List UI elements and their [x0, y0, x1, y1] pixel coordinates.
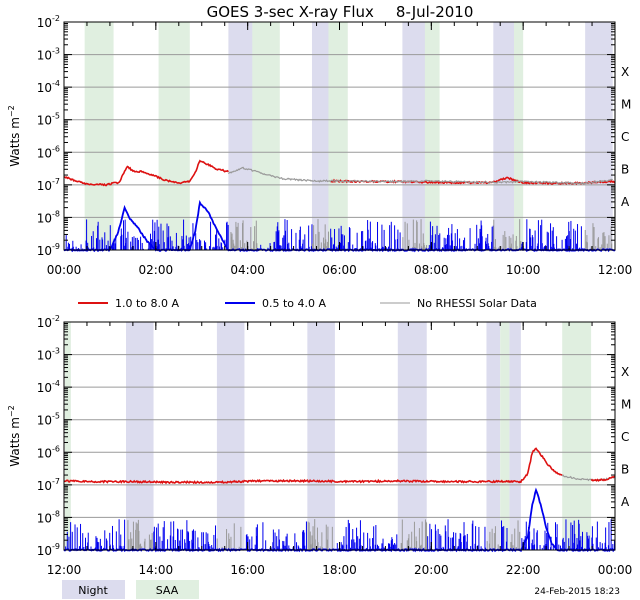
- x-tick-label: 18:00: [322, 563, 357, 577]
- long-channel-line: [590, 475, 615, 482]
- flare-class-label: M: [621, 397, 631, 411]
- y-tick-label: 10-6: [37, 444, 60, 460]
- night-band: [307, 322, 335, 550]
- legend: 1.0 to 8.0 A 0.5 to 4.0 A No RHESSI Sola…: [78, 297, 537, 310]
- y-tick-label: 10-3: [37, 347, 60, 363]
- night-band: [397, 322, 427, 550]
- y-tick-label: 10-7: [37, 177, 60, 193]
- y-tick-label: 10-8: [37, 509, 60, 525]
- legend-short-label: 0.5 to 4.0 A: [262, 297, 327, 310]
- saa-swatch: [136, 580, 199, 599]
- saa-band: [562, 322, 592, 550]
- flare-class-label: A: [621, 195, 630, 209]
- x-tick-label: 08:00: [414, 263, 449, 277]
- saa-band: [158, 22, 190, 250]
- saa-band: [424, 22, 440, 250]
- saa-band: [252, 22, 280, 250]
- y-tick-label: 10-5: [37, 412, 60, 428]
- flare-class-label: B: [621, 163, 629, 177]
- saa-label: SAA: [156, 584, 179, 597]
- y-tick-label: 10-3: [37, 47, 60, 63]
- x-tick-label: 10:00: [506, 263, 541, 277]
- y-tick-label: 10-5: [37, 112, 60, 128]
- saa-band: [500, 322, 510, 550]
- night-label: Night: [78, 584, 108, 597]
- night-swatch: [62, 580, 125, 599]
- flare-class-label: C: [621, 430, 629, 444]
- night-band: [486, 322, 501, 550]
- y-axis-title: Watts m−2: [7, 105, 22, 166]
- y-tick-label: 10-2: [37, 14, 60, 30]
- flare-class-label: X: [621, 65, 629, 79]
- night-band: [585, 22, 613, 250]
- saa-band: [328, 22, 348, 250]
- x-tick-label: 00:00: [47, 263, 82, 277]
- flare-class-label: A: [621, 495, 630, 509]
- x-tick-label: 20:00: [414, 563, 449, 577]
- legend-long-label: 1.0 to 8.0 A: [115, 297, 180, 310]
- creation-timestamp: 24-Feb-2015 18:23: [534, 587, 620, 597]
- night-band: [311, 22, 331, 250]
- no-rhessi-line: [227, 166, 614, 185]
- flare-class-label: B: [621, 463, 629, 477]
- x-tick-label: 12:00: [598, 263, 633, 277]
- flare-class-label: M: [621, 97, 631, 111]
- long-channel-line: [63, 159, 229, 187]
- chart-title-date: 8-Jul-2010: [396, 3, 473, 21]
- panel-morning: 10-2 10-3 10-4 10-5 10-6 10-7 10-8 10-9 X M C B A Wat…: [7, 14, 632, 277]
- flare-class-label: X: [621, 365, 629, 379]
- saa-band: [64, 322, 71, 550]
- x-tick-label: 04:00: [230, 263, 265, 277]
- footer: Night SAA 24-Feb-2015 18:23: [62, 580, 620, 599]
- night-band: [509, 322, 521, 550]
- x-tick-label: 06:00: [322, 263, 357, 277]
- night-band: [216, 322, 245, 550]
- y-tick-label: 10-9: [37, 242, 60, 258]
- long-channel-line: [63, 447, 563, 485]
- y-axis-title: Watts m−2: [7, 405, 22, 466]
- panel-afternoon: 10-2 10-3 10-4 10-5 10-6 10-7 10-8 10-9 X M C B A Wat…: [7, 314, 632, 577]
- x-tick-label: 00:00: [598, 563, 633, 577]
- y-tick-label: 10-9: [37, 542, 60, 558]
- chart-title: GOES 3-sec X-ray Flux 8-Jul-2010: [207, 3, 474, 21]
- saa-band: [513, 22, 524, 250]
- y-tick-label: 10-8: [37, 209, 60, 225]
- legend-none-label: No RHESSI Solar Data: [417, 297, 537, 310]
- y-tick-label: 10-4: [37, 379, 60, 395]
- x-tick-label: 02:00: [139, 263, 174, 277]
- x-tick-label: 14:00: [139, 563, 174, 577]
- x-tick-label: 22:00: [506, 563, 541, 577]
- night-band: [402, 22, 427, 250]
- y-tick-label: 10-4: [37, 79, 60, 95]
- flare-class-label: C: [621, 130, 629, 144]
- night-band: [228, 22, 257, 250]
- chart-title-main: GOES 3-sec X-ray Flux: [207, 3, 374, 21]
- x-tick-label: 12:00: [47, 563, 82, 577]
- y-tick-label: 10-6: [37, 144, 60, 160]
- x-tick-label: 16:00: [230, 563, 265, 577]
- night-band: [125, 322, 154, 550]
- saa-band: [84, 22, 114, 250]
- y-tick-label: 10-2: [37, 314, 60, 330]
- y-tick-label: 10-7: [37, 477, 60, 493]
